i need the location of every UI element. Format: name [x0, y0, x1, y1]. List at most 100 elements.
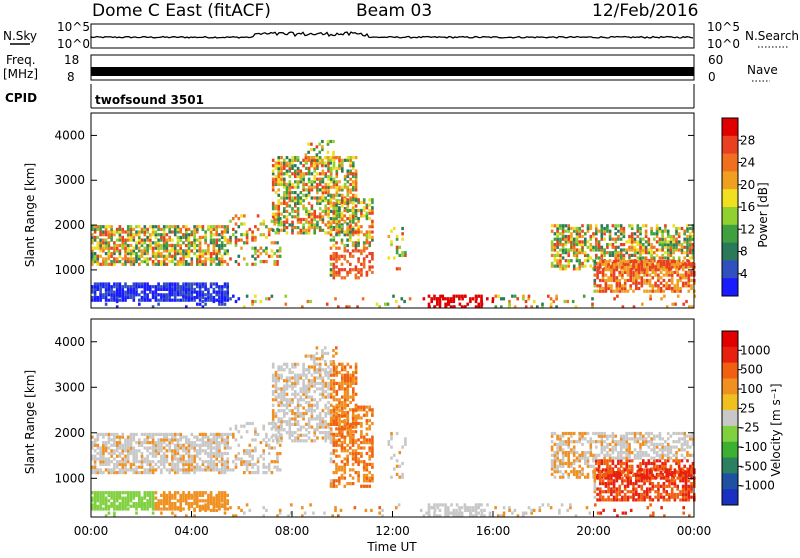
data-cell: [371, 422, 374, 425]
data-cell: [554, 224, 557, 227]
data-cell: [130, 491, 133, 494]
data-cell: [346, 449, 349, 452]
data-cell: [522, 512, 525, 515]
data-cell: [344, 220, 347, 223]
data-cell: [204, 282, 207, 285]
data-cell: [110, 491, 113, 494]
data-cell: [399, 451, 402, 454]
data-cell: [596, 284, 599, 287]
data-cell: [121, 257, 124, 260]
data-cell: [344, 463, 347, 466]
data-cell: [605, 274, 608, 277]
data-cell: [399, 254, 402, 257]
nsky-trace: [91, 32, 693, 38]
data-cell: [168, 463, 171, 466]
data-cell: [185, 449, 188, 452]
data-cell: [182, 233, 185, 236]
data-cell: [341, 396, 344, 399]
data-cell: [305, 153, 308, 156]
data-cell: [280, 387, 283, 390]
data-cell: [133, 228, 136, 231]
data-cell: [330, 452, 333, 455]
data-cell: [578, 259, 581, 262]
data-cell: [335, 427, 338, 430]
data-cell: [105, 282, 108, 285]
data-cell: [330, 387, 333, 390]
data-cell: [280, 423, 283, 426]
data-cell: [366, 438, 369, 441]
data-cell: [157, 282, 160, 285]
data-cell: [363, 198, 366, 201]
data-cell: [289, 431, 292, 434]
data-cell: [606, 224, 609, 227]
data-cell: [366, 427, 369, 430]
data-cell: [188, 466, 191, 469]
data-cell: [349, 209, 352, 212]
data-cell: [133, 502, 136, 505]
data-cell: [363, 446, 366, 449]
data-cell: [163, 282, 166, 285]
data-cell: [138, 255, 141, 258]
data-cell: [127, 257, 130, 260]
data-cell: [218, 449, 221, 452]
data-cell: [177, 299, 180, 302]
data-cell: [595, 432, 598, 435]
data-cell: [215, 282, 218, 285]
data-cell: [497, 295, 500, 298]
data-cell: [277, 417, 280, 420]
data-cell: [344, 376, 347, 379]
data-cell: [344, 255, 347, 258]
data-cell: [559, 232, 562, 235]
data-cell: [562, 465, 565, 468]
data-cell: [202, 291, 205, 294]
data-cell: [592, 454, 595, 457]
data-cell: [623, 254, 626, 257]
data-cell: [603, 457, 606, 460]
data-cell: [273, 466, 276, 469]
data-cell: [289, 404, 292, 407]
data-cell: [567, 235, 570, 238]
data-cell: [149, 433, 152, 436]
data-cell: [387, 303, 390, 306]
data-cell: [191, 297, 194, 300]
data-cell: [603, 248, 606, 251]
data-cell: [324, 396, 327, 399]
data-cell: [682, 274, 685, 277]
data-cell: [335, 212, 338, 215]
data-cell: [324, 346, 327, 349]
data-cell: [297, 420, 300, 423]
data-cell: [516, 297, 519, 300]
data-cell: [396, 459, 399, 462]
data-cell: [289, 180, 292, 183]
data-cell: [660, 282, 663, 285]
data-cell: [551, 454, 554, 457]
data-cell: [163, 225, 166, 228]
data-cell: [177, 449, 180, 452]
data-cell: [316, 382, 319, 385]
data-cell: [352, 408, 355, 411]
data-cell: [135, 502, 138, 505]
data-cell: [308, 365, 311, 368]
data-cell: [646, 260, 649, 263]
data-cell: [344, 214, 347, 217]
data-cell: [565, 470, 568, 473]
data-cell: [319, 393, 322, 396]
data-cell: [344, 446, 347, 449]
data-cell: [157, 239, 160, 242]
data-cell: [554, 232, 557, 235]
data-cell: [335, 408, 338, 411]
data-cell: [249, 460, 252, 463]
data-cell: [660, 287, 663, 290]
data-cell: [578, 465, 581, 468]
colorbar-tick-label: 12: [740, 222, 755, 236]
data-cell: [155, 449, 158, 452]
data-cell: [152, 225, 155, 228]
data-cell: [305, 396, 308, 399]
data-cell: [277, 188, 280, 191]
data-cell: [174, 282, 177, 285]
data-cell: [302, 199, 305, 202]
data-cell: [347, 387, 350, 390]
data-cell: [676, 271, 679, 274]
data-cell: [344, 396, 347, 399]
data-cell: [302, 172, 305, 175]
